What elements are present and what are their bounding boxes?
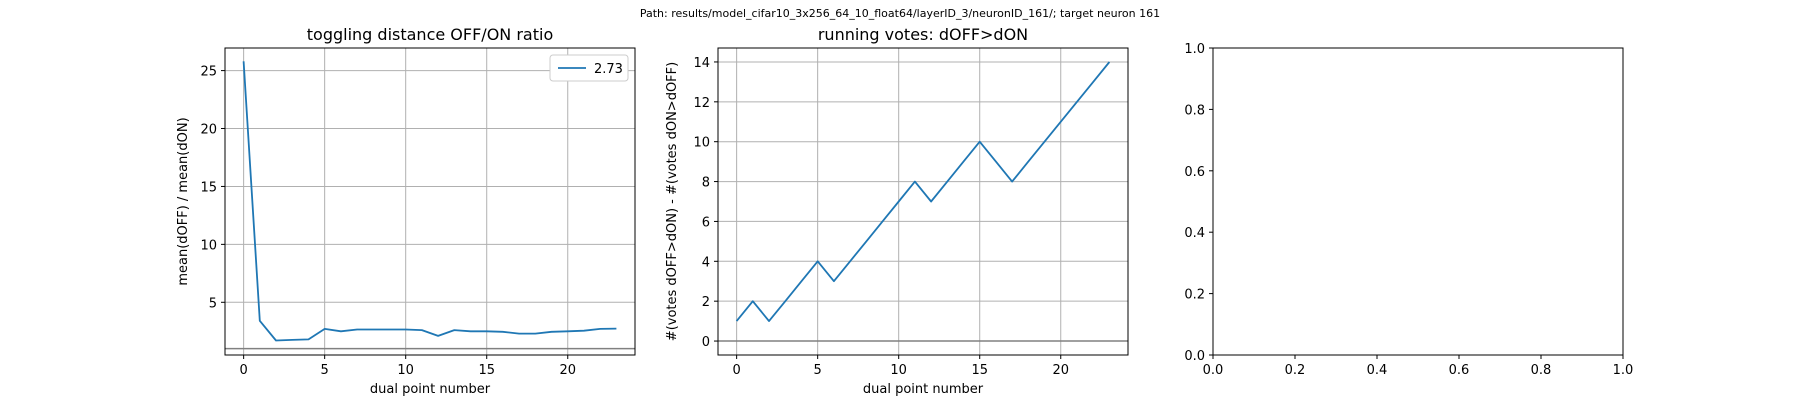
chart1-y-tick-label: 5 — [209, 296, 217, 311]
chart2-y-tick-label: 2 — [702, 295, 710, 310]
chart2-series-line — [735, 61, 1111, 323]
chart1-legend-box — [549, 54, 629, 82]
chart3-axes-frame — [1212, 47, 1624, 356]
chart2-y-axis-label: #(votes dOFF>dON) - #(votes dON>dOFF) — [665, 62, 680, 341]
chart1-title: toggling distance OFF/ON ratio — [307, 25, 553, 44]
chart3-y-tick-label: 0.6 — [1184, 165, 1205, 180]
chart1-y-tick-label: 25 — [200, 65, 217, 80]
chart2-y-tick-label: 0 — [702, 335, 710, 350]
chart3-y-tick-label: 0.2 — [1184, 288, 1205, 303]
chart2-axes-frame — [717, 47, 1129, 356]
chart3-y-tick-label: 0.8 — [1184, 103, 1205, 118]
chart1-x-tick-label: 15 — [478, 363, 495, 378]
chart3-x-tick-label: 0.4 — [1367, 363, 1388, 378]
chart1-x-axis-label: dual point number — [370, 382, 491, 397]
chart1-x-tick-label: 5 — [321, 363, 329, 378]
chart1-y-axis-label: mean(dOFF) / mean(dON) — [176, 117, 191, 285]
chart3-x-tick-label: 0.6 — [1449, 363, 1470, 378]
chart2-y-tick-label: 10 — [693, 136, 710, 151]
chart2-y-tick-label: 14 — [693, 56, 710, 71]
chart1-y-tick-label: 20 — [200, 123, 217, 138]
chart1-series-line — [242, 61, 617, 342]
chart1-y-tick-label: 10 — [200, 238, 217, 253]
chart3-x-tick-label: 0.2 — [1285, 363, 1306, 378]
chart2-x-tick-label: 20 — [1052, 363, 1069, 378]
chart2-y-tick-label: 4 — [702, 255, 710, 270]
chart1-axes-frame — [224, 47, 636, 356]
chart3-x-tick-label: 0.0 — [1203, 363, 1224, 378]
chart3-x-tick-label: 0.8 — [1531, 363, 1552, 378]
chart2-x-tick-label: 15 — [971, 363, 988, 378]
chart1-legend-label: 2.73 — [594, 62, 623, 77]
chart3-y-tick-label: 1.0 — [1184, 42, 1205, 57]
chart2-x-tick-label: 5 — [814, 363, 822, 378]
chart1-x-tick-label: 10 — [397, 363, 414, 378]
chart1-x-tick-label: 0 — [239, 363, 247, 378]
chart3-y-tick-label: 0.0 — [1184, 349, 1205, 364]
chart2-title: running votes: dOFF>dON — [818, 25, 1028, 44]
chart3-y-tick-label: 0.4 — [1184, 226, 1205, 241]
chart1-x-tick-label: 20 — [559, 363, 576, 378]
chart2-y-tick-label: 12 — [693, 96, 710, 111]
figure-suptitle: Path: results/model_cifar10_3x256_64_10_… — [639, 7, 1161, 20]
chart2-x-axis-label: dual point number — [863, 382, 984, 397]
chart2-y-tick-label: 8 — [702, 176, 710, 191]
chart3-x-tick-label: 1.0 — [1613, 363, 1634, 378]
chart2-x-tick-label: 10 — [890, 363, 907, 378]
chart2-x-tick-label: 0 — [732, 363, 740, 378]
chart1-y-tick-label: 15 — [200, 180, 217, 195]
chart2-y-tick-label: 6 — [702, 215, 710, 230]
